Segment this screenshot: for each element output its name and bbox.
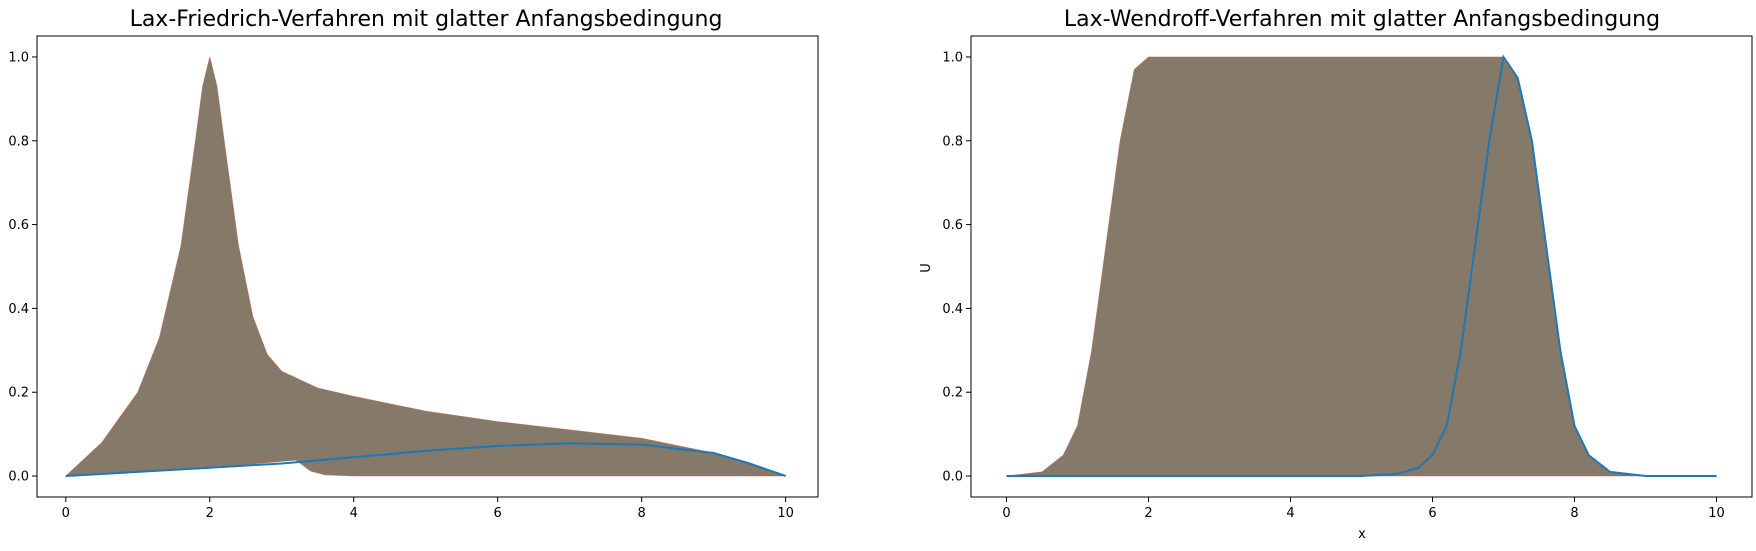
left-chart-axes-frame — [36, 35, 819, 498]
right-chart-title: Lax-Wendroff-Verfahren mit glatter Anfan… — [1064, 7, 1660, 32]
right-chart-ytick-label: 1.0 — [942, 50, 963, 65]
left-chart-xtick-label: 4 — [350, 506, 358, 521]
left-chart-final-solution-line — [65, 442, 786, 477]
right-chart-final-solution-line — [1006, 54, 1717, 477]
right-chart-solution-band — [1006, 56, 1717, 477]
left-chart-ytick-label: 0.2 — [8, 386, 29, 401]
right-chart-xtick-label: 10 — [1708, 506, 1725, 521]
left-chart-ytick-label: 0.6 — [8, 218, 29, 233]
right-chart-axes-frame — [970, 35, 1753, 498]
right-chart-ytick-label: 0.2 — [942, 386, 963, 401]
left-chart-ytick-label: 0.0 — [8, 470, 29, 485]
right-chart-xtick-label: 2 — [1144, 506, 1152, 521]
right-chart-ytick-label: 0.6 — [942, 218, 963, 233]
left-chart-ytick-label: 0.8 — [8, 134, 29, 149]
right-chart-xtick-label: 4 — [1286, 506, 1294, 521]
left-chart-ytick-label: 1.0 — [8, 50, 29, 65]
left-chart-plot-area — [64, 56, 786, 477]
left-chart-title: Lax-Friedrich-Verfahren mit glatter Anfa… — [130, 7, 723, 32]
right-chart-xtick-label: 0 — [1002, 506, 1010, 521]
left-chart-ytick-label: 0.4 — [8, 302, 29, 317]
left-chart-xtick-label: 10 — [777, 506, 794, 521]
right-chart-plot-area — [1006, 54, 1717, 477]
right-chart-xlabel: x — [1358, 527, 1366, 542]
right-chart-ytick-label: 0.0 — [942, 470, 963, 485]
left-chart-xtick-label: 8 — [638, 506, 646, 521]
left-chart: Lax-Friedrich-Verfahren mit glatter Anfa… — [8, 7, 819, 521]
left-chart-xtick-label: 6 — [494, 506, 502, 521]
right-chart-ytick-label: 0.8 — [942, 134, 963, 149]
right-chart: Lax-Wendroff-Verfahren mit glatter Anfan… — [919, 7, 1753, 542]
right-chart-xtick-label: 6 — [1428, 506, 1436, 521]
right-chart-xtick-label: 8 — [1570, 506, 1578, 521]
left-chart-solution-band — [64, 56, 786, 477]
right-chart-ylabel: U — [919, 263, 934, 273]
left-chart-xtick-label: 2 — [206, 506, 214, 521]
right-chart-ytick-label: 0.4 — [942, 302, 963, 317]
left-chart-xtick-label: 0 — [62, 506, 70, 521]
